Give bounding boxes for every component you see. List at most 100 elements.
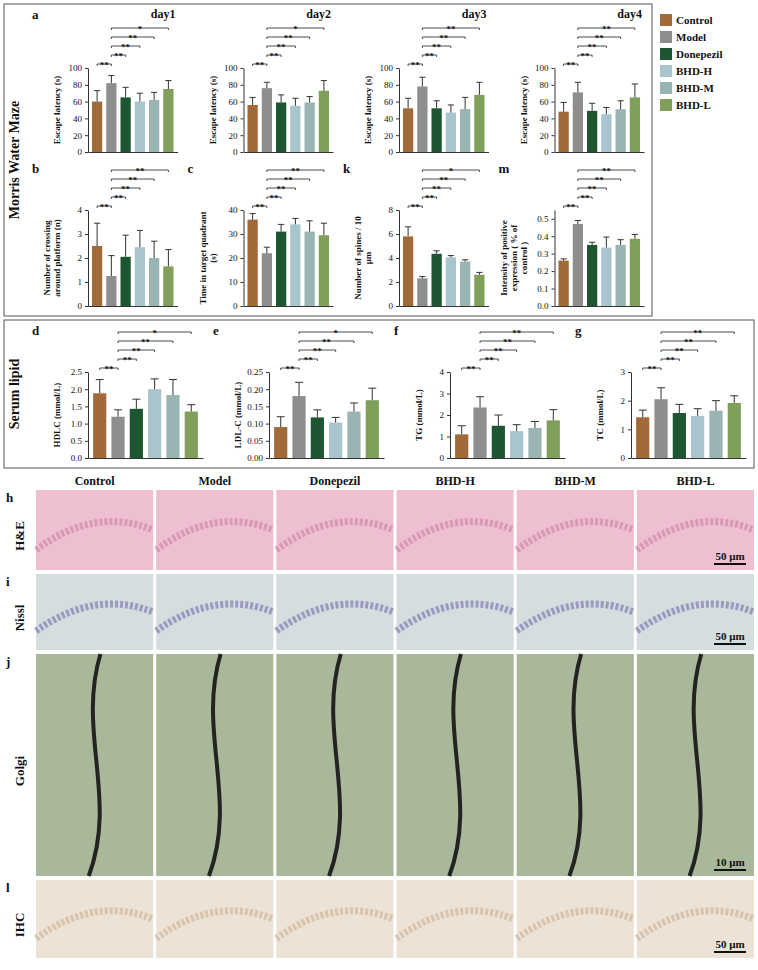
bar [431, 254, 441, 306]
significance-label: ** [425, 193, 435, 203]
y-tick: 4 [440, 367, 451, 377]
y-tick-label: 2.5 [71, 367, 83, 377]
y-tick: 40 [229, 114, 244, 124]
significance-label: ** [588, 184, 598, 194]
y-tick-mark [628, 372, 631, 373]
significance-label: ** [675, 346, 685, 356]
scale-bar-label: 50 μm [715, 550, 744, 562]
y-tick-mark [447, 458, 450, 459]
bar [111, 417, 124, 458]
error-bar [264, 82, 270, 88]
error-bar-cap [123, 235, 129, 236]
bar [93, 393, 106, 458]
y-tick: 3 [440, 389, 451, 399]
error-bar-stem [372, 388, 373, 400]
y-tick: 40 [540, 114, 555, 124]
error-bar-cap [96, 379, 104, 380]
bar [120, 97, 130, 152]
error-bar-cap [513, 424, 521, 425]
error-bar-stem [734, 396, 735, 403]
bar-chart: 02468Number of spines / 10μm*********k [343, 161, 489, 311]
y-tick-mark [396, 118, 399, 119]
plot-area [636, 388, 741, 458]
y-tick: 0.05 [247, 436, 269, 446]
error-bar-stem [661, 388, 662, 399]
bar [417, 86, 427, 152]
error-bar-cap [448, 104, 454, 105]
micrograph [517, 654, 634, 876]
significance-label: ** [269, 51, 279, 61]
y-tick: 0.0 [71, 453, 88, 463]
y-tick-mark [396, 210, 399, 211]
error-bar [295, 382, 303, 396]
y-axis-title: HDLC (mmol/L) [52, 383, 62, 448]
micrograph-texture [156, 604, 273, 631]
y-tick-label: 60 [384, 97, 394, 107]
plot-area [558, 82, 640, 152]
y-tick: 0.5 [71, 436, 88, 446]
y-tick: 0.5 [537, 214, 554, 224]
error-bar-cap [108, 255, 114, 256]
y-axis-title: Number of crossingaround platform (n) [42, 219, 62, 296]
y-tick: 0 [440, 453, 451, 463]
error-bar-cap [405, 98, 411, 99]
y-tick: 8 [389, 205, 400, 215]
micrograph-texture [690, 654, 702, 876]
y-tick-label: 20 [229, 131, 239, 141]
significance-label: * [152, 328, 157, 338]
error-bar-cap [589, 103, 595, 104]
error-bar-stem [323, 223, 324, 235]
error-bar [332, 417, 340, 422]
y-tick-mark [241, 152, 244, 153]
y-tick: 2.0 [71, 385, 88, 395]
scale-bar [714, 643, 746, 645]
micrograph [637, 880, 754, 958]
significance-label: ** [588, 42, 598, 52]
error-bar-cap [448, 255, 454, 256]
column-head: BHD-M [555, 474, 596, 488]
x-axis [632, 458, 747, 460]
y-tick-mark [628, 401, 631, 402]
significance-label: ** [255, 202, 265, 212]
bar [290, 106, 300, 152]
bar [474, 95, 484, 152]
x-axis-line [451, 458, 566, 459]
error-bar-cap [494, 415, 502, 416]
y-axis-line [399, 211, 400, 307]
y-axis: 0.00.51.01.52.02.5 [71, 367, 89, 463]
micrograph-texture [276, 522, 393, 550]
y-tick: 20 [540, 131, 555, 141]
micrograph [397, 574, 514, 650]
significance-label: ** [485, 355, 495, 365]
bar [149, 258, 159, 306]
y-tick: 0.20 [247, 385, 269, 395]
y-axis-line [88, 69, 89, 153]
y-tick: 40 [73, 114, 88, 124]
y-tick-label: 0 [233, 301, 238, 311]
bar [148, 389, 161, 458]
significance-label: ** [595, 33, 605, 43]
error-bar [94, 91, 100, 102]
significance-label: ** [123, 355, 133, 365]
error-bar [350, 403, 358, 412]
error-bar [513, 425, 521, 431]
bar [691, 416, 704, 458]
y-axis: 020406080100 [69, 63, 89, 157]
error-bar-cap [332, 417, 340, 418]
y-tick: 20 [229, 131, 244, 141]
significance-label: ** [580, 51, 590, 61]
plot-area [455, 397, 560, 458]
y-tick-mark [552, 219, 555, 220]
scale-bar-label: 50 μm [715, 630, 744, 642]
error-bar-stem [353, 403, 354, 412]
x-axis-line [270, 458, 385, 459]
error-bar-cap [531, 421, 539, 422]
y-tick-mark [266, 372, 269, 373]
y-axis: 020406080100 [380, 63, 400, 157]
plot-area [403, 77, 485, 152]
error-bar-cap [632, 234, 638, 235]
y-tick: 1.0 [71, 419, 88, 429]
y-tick: 30 [229, 229, 244, 239]
micrograph [517, 490, 634, 570]
y-tick: 4 [389, 253, 400, 263]
